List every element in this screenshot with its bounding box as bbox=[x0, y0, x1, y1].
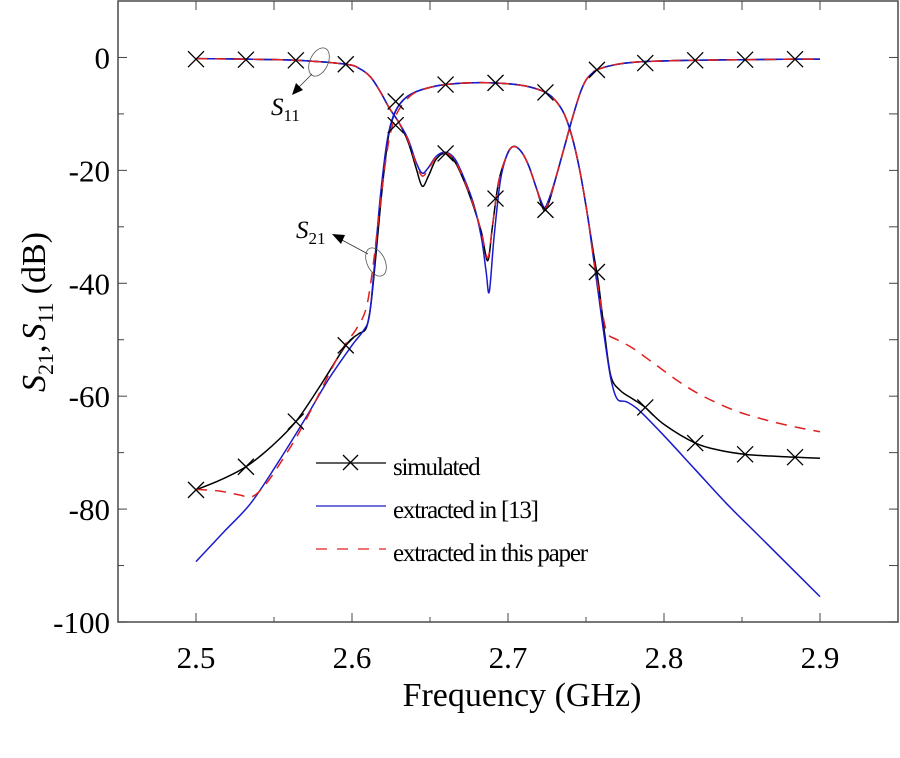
legend: simulated extracted in [13] extracted in… bbox=[316, 454, 590, 567]
annotation-s11-arrow-line bbox=[297, 73, 313, 89]
x-tick-label: 2.5 bbox=[177, 640, 216, 675]
data-marker-simulated-s11 bbox=[437, 144, 455, 162]
data-marker-simulated-s21 bbox=[636, 399, 654, 416]
x-tick-label: 2.6 bbox=[333, 640, 372, 675]
y-tick-label: -60 bbox=[69, 379, 110, 414]
data-marker-simulated-s11 bbox=[487, 190, 504, 208]
annotation-s21-label: S21 bbox=[296, 217, 326, 248]
annotation-s21: S21 bbox=[296, 217, 387, 277]
data-marker-simulated-s21 bbox=[387, 93, 405, 110]
x-tick-label: 2.8 bbox=[645, 640, 684, 675]
annotation-s11-label: S11 bbox=[271, 94, 300, 125]
data-marker-simulated-s21 bbox=[686, 434, 704, 452]
data-marker-simulated-s11 bbox=[588, 61, 606, 79]
data-marker-simulated-s21 bbox=[736, 445, 754, 463]
data-marker-simulated-s11 bbox=[387, 116, 405, 134]
annotation-s11: S11 bbox=[271, 47, 330, 125]
data-marker-simulated-s11 bbox=[736, 51, 754, 69]
data-marker-simulated-s11 bbox=[187, 50, 205, 68]
data-marker-simulated-s11 bbox=[686, 51, 704, 69]
legend-item-extracted-this-paper: extracted in this paper bbox=[316, 540, 590, 567]
x-tick-label: 2.7 bbox=[489, 640, 528, 675]
markers-layer bbox=[187, 50, 804, 499]
data-marker-simulated-s21 bbox=[287, 413, 305, 431]
data-marker-simulated-s21 bbox=[337, 336, 355, 354]
y-tick-label: -40 bbox=[69, 266, 110, 301]
data-marker-simulated-s21 bbox=[437, 76, 455, 94]
x-axis-title: Frequency (GHz) bbox=[403, 677, 642, 714]
y-tick-label: -20 bbox=[69, 153, 110, 188]
data-marker-simulated-s11 bbox=[536, 201, 554, 219]
plot-frame bbox=[117, 0, 899, 623]
y-tick-label: -100 bbox=[53, 605, 110, 640]
data-marker-simulated-s21 bbox=[487, 74, 504, 92]
series-line-extracted-in-this-paper-s11 bbox=[195, 57, 821, 259]
data-marker-simulated-s21 bbox=[187, 481, 205, 499]
annotation-s11-arrowhead bbox=[292, 83, 303, 95]
data-marker-simulated-s21 bbox=[588, 263, 606, 281]
annotation-s11-ellipse bbox=[308, 47, 330, 77]
data-marker-simulated-s11 bbox=[636, 54, 654, 72]
annotation-s21-arrowhead bbox=[332, 234, 345, 244]
data-marker-simulated-s11 bbox=[237, 51, 255, 69]
y-tick-label: 0 bbox=[95, 40, 111, 75]
legend-item-extracted-13: extracted in [13] bbox=[316, 497, 539, 524]
axes: 2.5 2.6 2.7 2.8 2.9 0 -20 -40 -60 -80 -100 bbox=[53, 0, 899, 675]
series-line-simulated-s11 bbox=[195, 57, 821, 262]
y-axis-title: S21,S11(dB) bbox=[16, 232, 58, 392]
data-marker-simulated-s11 bbox=[337, 55, 355, 73]
series-line-extracted-in-13-s21 bbox=[195, 81, 821, 598]
data-marker-simulated-s21 bbox=[536, 83, 554, 101]
x-tick-label: 2.9 bbox=[801, 640, 840, 675]
annotation-s21-arrow-line bbox=[341, 239, 369, 255]
data-marker-simulated-s11 bbox=[287, 51, 305, 69]
legend-label-simulated: simulated bbox=[393, 454, 481, 481]
legend-label-extracted-this-paper: extracted in this paper bbox=[393, 540, 589, 567]
legend-marker-x bbox=[342, 454, 359, 471]
y-tick-label: -80 bbox=[69, 492, 110, 527]
legend-item-simulated: simulated bbox=[316, 454, 482, 481]
y-axis-title-text: S21,S11(dB) bbox=[16, 232, 58, 392]
annotation-s21-ellipse bbox=[365, 247, 387, 277]
series-line-simulated-s21 bbox=[195, 81, 821, 491]
data-marker-simulated-s21 bbox=[786, 448, 804, 466]
series-line-extracted-in-13-s11 bbox=[195, 57, 821, 294]
legend-label-extracted-13: extracted in [13] bbox=[393, 497, 538, 524]
series-line-extracted-in-this-paper-s21 bbox=[195, 81, 821, 499]
data-marker-simulated-s21 bbox=[237, 458, 255, 476]
data-marker-simulated-s11 bbox=[786, 50, 804, 68]
